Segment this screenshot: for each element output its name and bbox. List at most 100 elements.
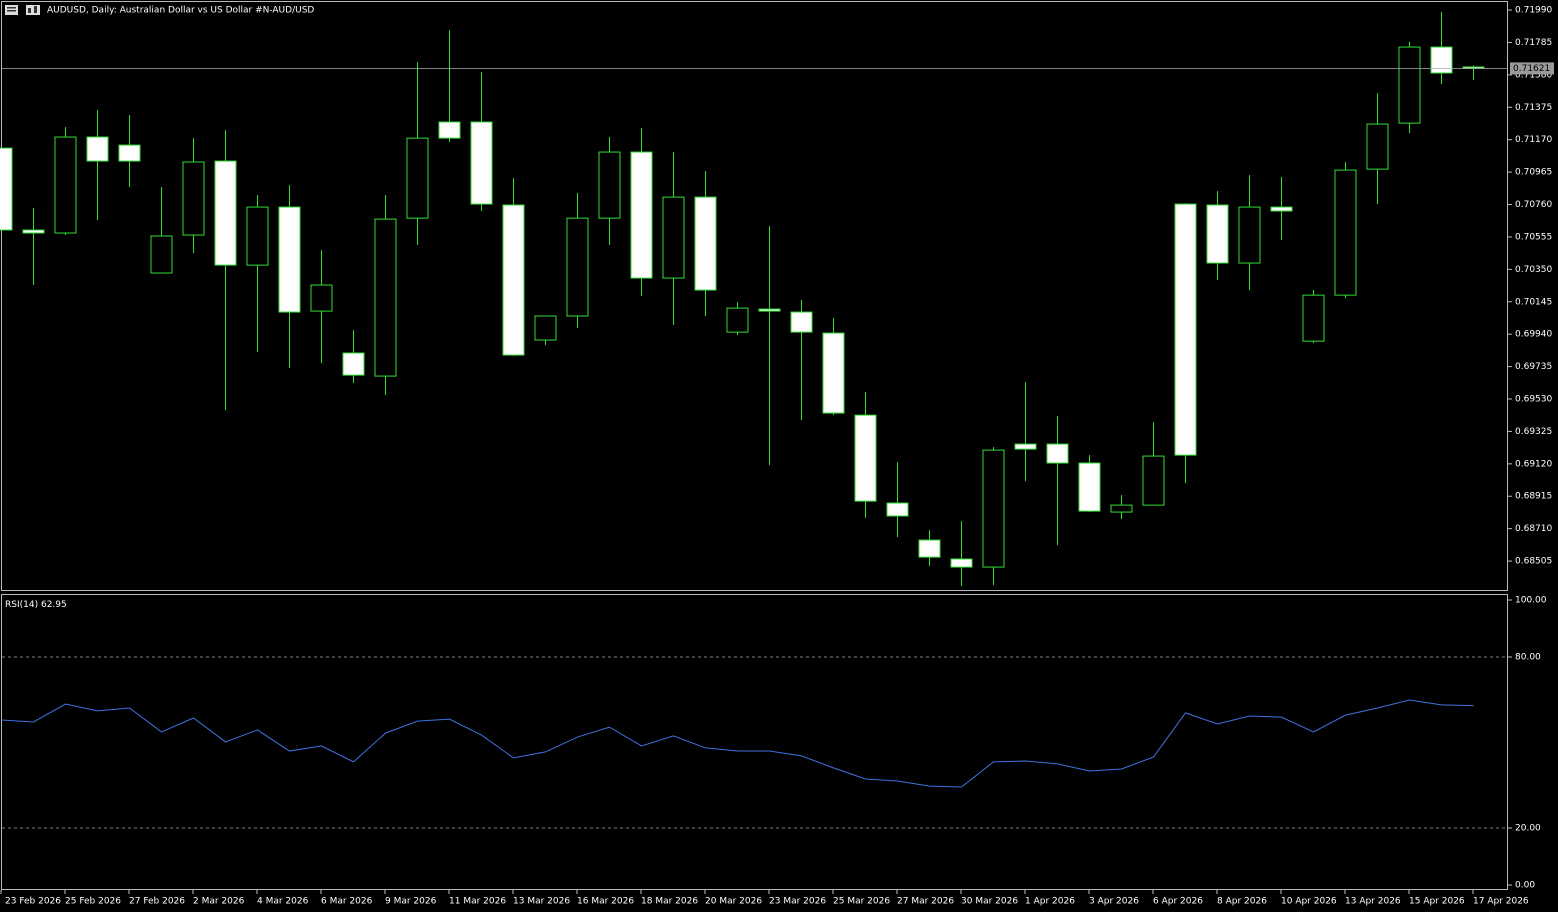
candle-body [1270, 206, 1293, 212]
candle-body [1174, 203, 1197, 456]
candle-body [374, 218, 397, 377]
candle-body [278, 206, 301, 313]
x-tick-label: 16 Mar 2026 [577, 897, 634, 907]
chart-title: AUDUSD, Daily: Australian Dollar vs US D… [47, 6, 314, 16]
x-tick-label: 6 Apr 2026 [1153, 897, 1203, 907]
y-tick-label: 0.69530 [1515, 395, 1552, 405]
y-tick-label: 100.00 [1515, 596, 1547, 606]
x-tick-label: 10 Apr 2026 [1281, 897, 1337, 907]
x-tick-label: 17 Apr 2026 [1473, 897, 1529, 907]
x-tick-label: 1 Apr 2026 [1025, 897, 1075, 907]
candle-body [118, 144, 141, 162]
candle-body [86, 136, 109, 162]
candle-body [1238, 206, 1261, 264]
y-tick-label: 0.70965 [1515, 168, 1552, 178]
x-tick-label: 23 Mar 2026 [769, 897, 826, 907]
candle-body [758, 308, 781, 312]
y-tick-label: 0.69940 [1515, 330, 1552, 340]
icon [26, 5, 40, 15]
candle-body [918, 539, 941, 558]
candle-body [54, 136, 77, 234]
candle-body [1078, 462, 1101, 512]
candle-body [822, 332, 845, 414]
x-tick-label: 27 Mar 2026 [897, 897, 954, 907]
x-tick-label: 27 Feb 2026 [129, 897, 185, 907]
candle-body [854, 414, 877, 502]
candle-body [502, 204, 525, 356]
candle-body [886, 502, 909, 517]
candle-body [150, 235, 173, 274]
y-tick-label: 0.70350 [1515, 265, 1552, 275]
x-tick-label: 6 Mar 2026 [321, 897, 373, 907]
y-tick-label: 0.69120 [1515, 459, 1552, 469]
y-tick-label: 0.71785 [1515, 38, 1552, 48]
candle-body [950, 558, 973, 568]
y-tick-label: 0.68915 [1515, 492, 1552, 502]
bid-box [1510, 62, 1554, 75]
x-tick-label: 18 Mar 2026 [641, 897, 698, 907]
x-tick-label: 11 Mar 2026 [449, 897, 506, 907]
candle-body [310, 284, 333, 312]
y-tick-label: 0.71990 [1515, 6, 1552, 16]
y-tick-label: 0.70145 [1515, 297, 1552, 307]
y-tick-label: 0.68505 [1515, 557, 1552, 567]
y-tick-label: 0.69735 [1515, 362, 1552, 372]
candle-body [182, 161, 205, 236]
y-tick-label: 0.71375 [1515, 103, 1552, 113]
rsi-frame [1, 594, 1508, 890]
candle-body [1334, 169, 1357, 296]
candle-body [726, 307, 749, 333]
y-tick-label: 0.71580 [1515, 70, 1552, 80]
rsi-name: RSI(14) [5, 600, 38, 610]
x-tick-label: 8 Apr 2026 [1217, 897, 1267, 907]
y-tick-label: 0.68710 [1515, 524, 1552, 534]
candle-body [1046, 443, 1069, 464]
candle-body [438, 121, 461, 139]
rsi-line [1, 699, 1474, 788]
icon [7, 10, 16, 12]
candle-body [214, 160, 237, 266]
x-tick-label: 9 Mar 2026 [385, 897, 437, 907]
candle-body [790, 311, 813, 333]
x-tick-label: 25 Mar 2026 [833, 897, 890, 907]
candle-body [0, 147, 13, 231]
bid-label: 0.71621 [1513, 64, 1550, 74]
candle-body [1014, 443, 1037, 450]
candle-body [1430, 46, 1453, 74]
candle-body [1398, 46, 1421, 124]
candle-body [1302, 294, 1325, 342]
candle-body [534, 315, 557, 341]
y-tick-label: 20.00 [1515, 824, 1541, 834]
icon [34, 6, 37, 13]
y-tick-label: 0.70555 [1515, 232, 1552, 242]
main-frame [1, 1, 1508, 591]
candle-body [1366, 123, 1389, 170]
x-tick-label: 25 Feb 2026 [65, 897, 121, 907]
y-tick-label: 0.00 [1515, 881, 1535, 891]
candle-body [342, 352, 365, 376]
y-tick-label: 0.69325 [1515, 427, 1552, 437]
candle-body [246, 206, 269, 266]
candle-body [1142, 455, 1165, 506]
candle-body [406, 137, 429, 219]
x-tick-label: 4 Mar 2026 [257, 897, 309, 907]
x-tick-label: 30 Mar 2026 [961, 897, 1018, 907]
y-tick-label: 0.71170 [1515, 135, 1552, 145]
icon [7, 7, 16, 9]
candle-body [630, 151, 653, 279]
symbol-icons [5, 5, 40, 15]
candle-body [470, 121, 493, 205]
x-tick-label: 15 Apr 2026 [1409, 897, 1465, 907]
candle-body [1110, 504, 1133, 513]
candle-body [662, 196, 685, 279]
x-tick-label: 23 Feb 2026 [5, 897, 61, 907]
candle-body [694, 196, 717, 291]
rsi-label: RSI(14) 62.95 [5, 600, 67, 610]
candle-body [598, 151, 621, 219]
candle-body [22, 229, 45, 234]
candle-body [1206, 204, 1229, 264]
icon [28, 8, 31, 13]
candle-body [566, 217, 589, 317]
